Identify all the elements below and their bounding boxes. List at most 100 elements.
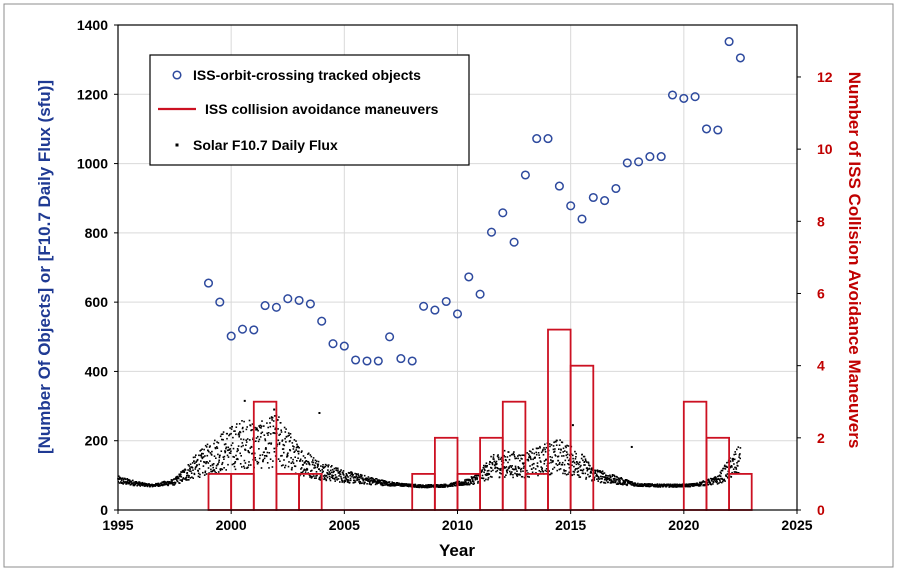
flux-point [496,463,498,465]
flux-point [493,458,495,460]
flux-point [371,477,373,480]
flux-point [545,468,548,470]
flux-point [521,476,524,478]
flux-point [314,462,317,464]
flux-point [710,483,713,486]
flux-point [353,481,356,484]
flux-point [599,481,602,484]
flux-point [455,482,457,484]
flux-point [463,481,466,483]
flux-point [517,455,519,457]
flux-point [174,483,176,485]
flux-point [621,478,623,480]
flux-point [491,462,494,465]
flux-point [467,481,470,484]
flux-point [712,483,714,485]
flux-point [220,468,222,470]
flux-point [601,470,604,472]
flux-point [553,450,556,453]
flux-point [733,463,735,465]
flux-point [183,478,186,480]
flux-point [669,483,672,486]
flux-point [272,420,275,422]
flux-point [375,478,378,480]
objects-point [611,183,621,194]
flux-point [567,473,569,475]
flux-point [187,469,189,471]
flux-point [374,480,377,483]
flux-point [499,472,501,474]
flux-point [551,461,554,463]
y-right-tick-label: 8 [817,213,825,229]
flux-point [550,459,552,461]
flux-point [588,468,591,470]
flux-point [490,467,493,469]
flux-peak-point [318,412,321,414]
flux-point [324,465,327,468]
objects-point [667,90,678,100]
flux-point [557,455,560,458]
flux-point [287,452,289,454]
flux-point [380,483,382,486]
flux-point [322,464,324,466]
flux-point [196,464,198,467]
flux-point [552,460,554,462]
flux-point [582,459,584,462]
flux-point [558,448,560,450]
flux-point [226,454,229,457]
flux-point [258,448,260,450]
flux-point [716,480,718,483]
flux-peak-point [273,408,276,411]
flux-point [288,461,290,463]
flux-point [285,428,287,430]
flux-point [385,484,388,486]
flux-point [193,473,196,476]
flux-point [190,470,192,473]
objects-point [441,296,451,307]
flux-point [578,463,580,466]
flux-point [283,444,286,447]
flux-point [571,464,573,467]
flux-point [331,468,334,471]
flux-point [429,486,431,488]
flux-point [259,454,261,457]
flux-point [609,482,612,484]
flux-point [706,481,709,484]
flux-point [366,478,369,480]
flux-point [158,484,161,486]
flux-point [725,475,728,478]
flux-point [180,471,183,473]
flux-point [715,479,718,482]
objects-point [464,272,474,282]
flux-point [580,464,582,467]
flux-point [476,478,478,481]
flux-point [476,477,479,479]
flux-point [448,485,451,487]
flux-point [293,439,296,441]
flux-point [234,430,236,432]
flux-point [287,465,290,468]
flux-point [263,425,265,427]
flux-point [720,469,723,472]
flux-point [305,463,308,465]
flux-point [719,471,722,474]
flux-point [614,477,616,480]
flux-point [290,436,292,439]
flux-point [567,445,570,447]
flux-point [674,486,676,488]
flux-point [315,460,318,462]
flux-point [656,483,659,485]
flux-point [299,458,302,461]
flux-point [610,479,613,482]
flux-point [516,473,519,475]
flux-point [553,451,555,453]
flux-point [595,473,598,476]
flux-point [312,459,314,461]
flux-point [623,483,626,485]
flux-point [575,463,578,466]
flux-point [562,455,565,457]
flux-point [574,458,577,460]
flux-point [379,480,381,483]
flux-point [182,471,184,473]
